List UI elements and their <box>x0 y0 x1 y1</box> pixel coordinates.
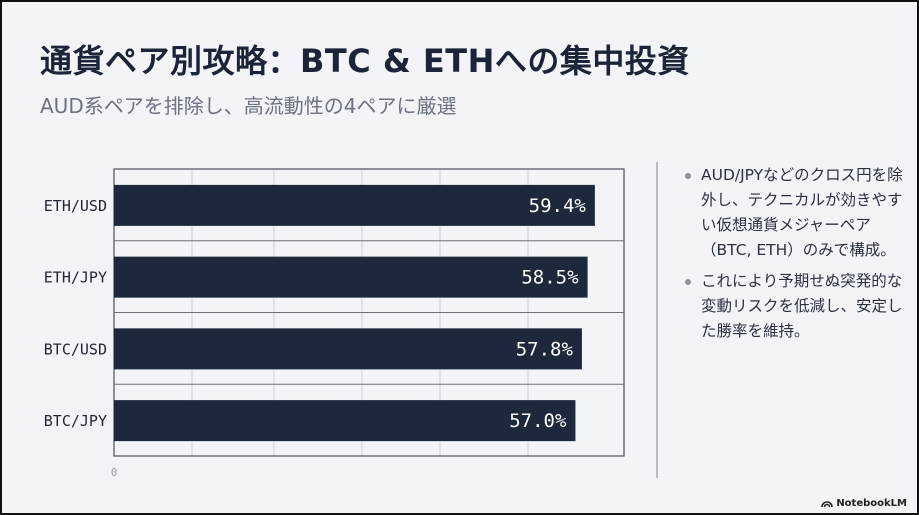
divider <box>656 162 658 478</box>
x-tick-label: 0 <box>111 466 118 479</box>
bar <box>114 400 576 442</box>
bar-data-label: 57.8% <box>516 338 574 360</box>
category-label: ETH/JPY <box>44 269 107 287</box>
category-label: ETH/USD <box>44 197 107 215</box>
category-label: BTC/USD <box>44 340 107 358</box>
chart-bars: 59.4% ETH/USD 58.5% ETH/JPY 57.8% BTC/USD 57.0… <box>44 184 595 479</box>
bullet-item: AUD/JPYなどのクロス円を除外し、テクニカルが効きやすい仮想通貨メジャーペア… <box>684 163 916 263</box>
bar <box>114 256 588 298</box>
branding-label: NotebookLM <box>836 498 907 509</box>
bar <box>114 184 595 226</box>
bullet-item: これにより予期せぬ突発的な変動リスクを低減し、安定した勝率を維持。 <box>684 269 916 344</box>
bar-data-label: 57.0% <box>509 410 567 432</box>
notebooklm-logo-icon <box>821 501 834 508</box>
category-label: BTC/JPY <box>44 412 107 430</box>
bar-data-label: 58.5% <box>521 267 579 289</box>
slide-subtitle: AUD系ペアを排除し、高流動性の4ペアに厳選 <box>40 94 457 118</box>
bar <box>114 328 582 370</box>
bar-data-label: 59.4% <box>529 195 587 217</box>
bullet-list: AUD/JPYなどのクロス円を除外し、テクニカルが効きやすい仮想通貨メジャーペア… <box>684 163 916 350</box>
notebooklm-branding: NotebookLM <box>821 498 907 509</box>
slide-title: 通貨ペア別攻略：BTC & ETHへの集中投資 <box>40 42 690 80</box>
